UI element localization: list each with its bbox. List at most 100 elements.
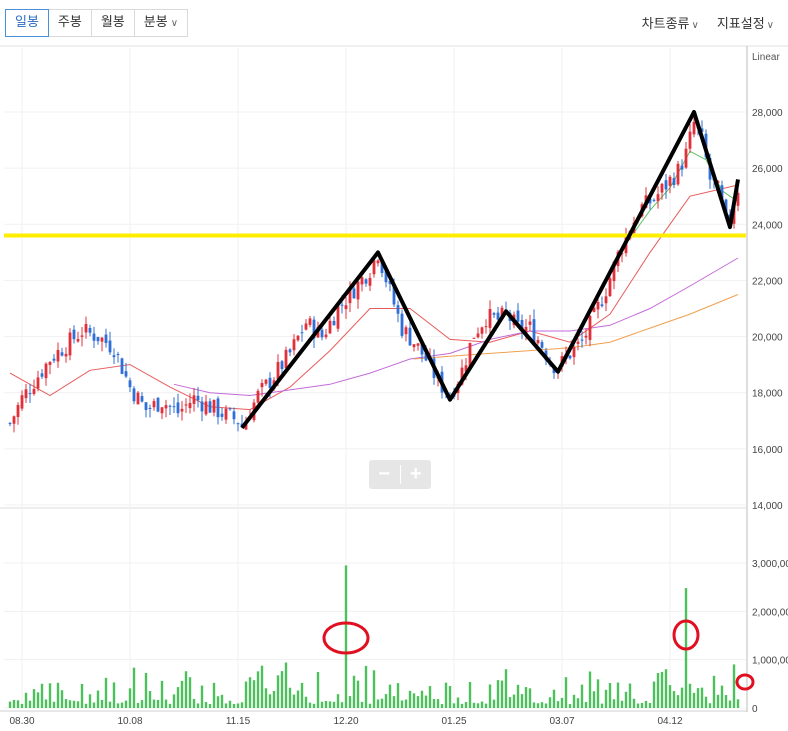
candle-body	[468, 342, 472, 370]
volume-bar	[520, 694, 524, 708]
candle-body	[404, 327, 408, 335]
candle-body	[588, 315, 592, 340]
candle-body	[592, 307, 596, 312]
period-tabs: 일봉 주봉 월봉 분봉 ∨	[5, 9, 189, 37]
candle-body	[172, 406, 176, 408]
tab-monthly[interactable]: 월봉	[90, 9, 135, 37]
volume-bar	[680, 687, 684, 708]
tab-monthly-label: 월봉	[100, 15, 125, 30]
volume-bar	[8, 701, 12, 708]
candle-body	[260, 383, 264, 388]
volume-bar	[364, 665, 368, 708]
chevron-down-icon: ∨	[766, 20, 774, 31]
candle-body	[200, 401, 204, 412]
volume-bar	[712, 675, 716, 708]
tab-daily[interactable]: 일봉	[5, 9, 49, 37]
candle-body	[552, 367, 556, 374]
volume-bar	[300, 682, 304, 708]
volume-bar	[708, 703, 712, 708]
volume-bar	[192, 699, 196, 708]
tab-minute-label: 분봉	[143, 15, 168, 30]
volume-bar	[408, 690, 412, 708]
candle-body	[372, 260, 376, 275]
volume-bar	[728, 700, 732, 708]
volume-bar	[108, 701, 112, 708]
volume-bar	[616, 682, 620, 708]
candle-body	[412, 344, 416, 348]
chevron-down-icon: ∨	[691, 20, 699, 31]
candle-body	[516, 310, 520, 322]
time-tick-label: 08.30	[9, 716, 34, 727]
candle-body	[20, 395, 24, 409]
candle-body	[56, 349, 60, 362]
volume-highlight-circle	[322, 621, 370, 655]
chevron-down-icon: ∨	[170, 18, 179, 29]
volume-bar	[16, 700, 20, 708]
volume-bar	[436, 699, 440, 708]
volume-bar	[572, 694, 576, 708]
volume-bar	[604, 689, 608, 708]
candle-body	[64, 353, 68, 357]
price-tick-label: 24,000	[752, 220, 783, 231]
candle-body	[324, 334, 328, 338]
volume-bar	[536, 703, 540, 708]
candle-body	[184, 404, 188, 406]
volume-bar	[152, 699, 156, 708]
candle-body	[344, 305, 348, 310]
candle-body	[364, 279, 368, 284]
zigzag-pattern-line	[240, 110, 740, 430]
volume-bar	[104, 677, 108, 708]
candle-body	[288, 349, 292, 353]
candle-body	[380, 262, 384, 274]
candle-body	[656, 194, 660, 202]
candle-body	[28, 393, 32, 395]
volume-bar	[124, 700, 128, 708]
volume-bar	[404, 699, 408, 708]
scale-label[interactable]: Linear	[752, 52, 780, 63]
candle-body	[352, 288, 356, 299]
candle-body	[212, 399, 216, 413]
candle-body	[40, 373, 44, 377]
chart-type-dropdown[interactable]: 차트종류 ∨	[642, 13, 699, 32]
candle-body	[472, 337, 476, 339]
volume-bar	[148, 691, 152, 708]
volume-bar	[264, 688, 268, 708]
time-tick-label: 01.25	[441, 716, 466, 727]
candle-body	[652, 199, 656, 201]
candle-body	[532, 319, 536, 343]
chart-toolbar: 일봉 주봉 월봉 분봉 ∨ 차트종류 ∨ 지표설정 ∨	[0, 0, 788, 46]
candle-body	[24, 389, 28, 399]
candle-body	[76, 339, 80, 342]
volume-bar	[396, 683, 400, 708]
candle-body	[688, 131, 692, 149]
candle-body	[348, 286, 352, 304]
volume-bar	[168, 703, 172, 708]
candle-body	[684, 148, 688, 168]
candle-body	[496, 312, 500, 320]
candle-body	[540, 342, 544, 348]
indicator-settings-dropdown[interactable]: 지표설정 ∨	[717, 13, 774, 32]
tab-minute[interactable]: 분봉 ∨	[133, 9, 189, 37]
candle-body	[204, 401, 208, 415]
candle-body	[340, 304, 344, 306]
volume-bar	[676, 695, 680, 708]
candle-body	[128, 380, 132, 388]
candle-body	[68, 332, 72, 356]
volume-bar	[372, 670, 376, 708]
volume-bar	[624, 691, 628, 708]
candle-body	[224, 408, 228, 420]
candle-body	[528, 321, 532, 325]
volume-bar	[476, 703, 480, 708]
candle-body	[576, 341, 580, 344]
volume-bar	[388, 684, 392, 708]
volume-bar	[308, 702, 312, 708]
candle-body	[108, 340, 112, 353]
candle-body	[464, 365, 468, 372]
zoom-in-button[interactable]: +	[409, 463, 422, 485]
volume-bar	[560, 697, 564, 708]
volume-bar	[444, 682, 448, 708]
price-tick-label: 14,000	[752, 501, 783, 512]
zoom-out-button[interactable]: −	[378, 463, 391, 485]
candle-body	[460, 367, 464, 385]
